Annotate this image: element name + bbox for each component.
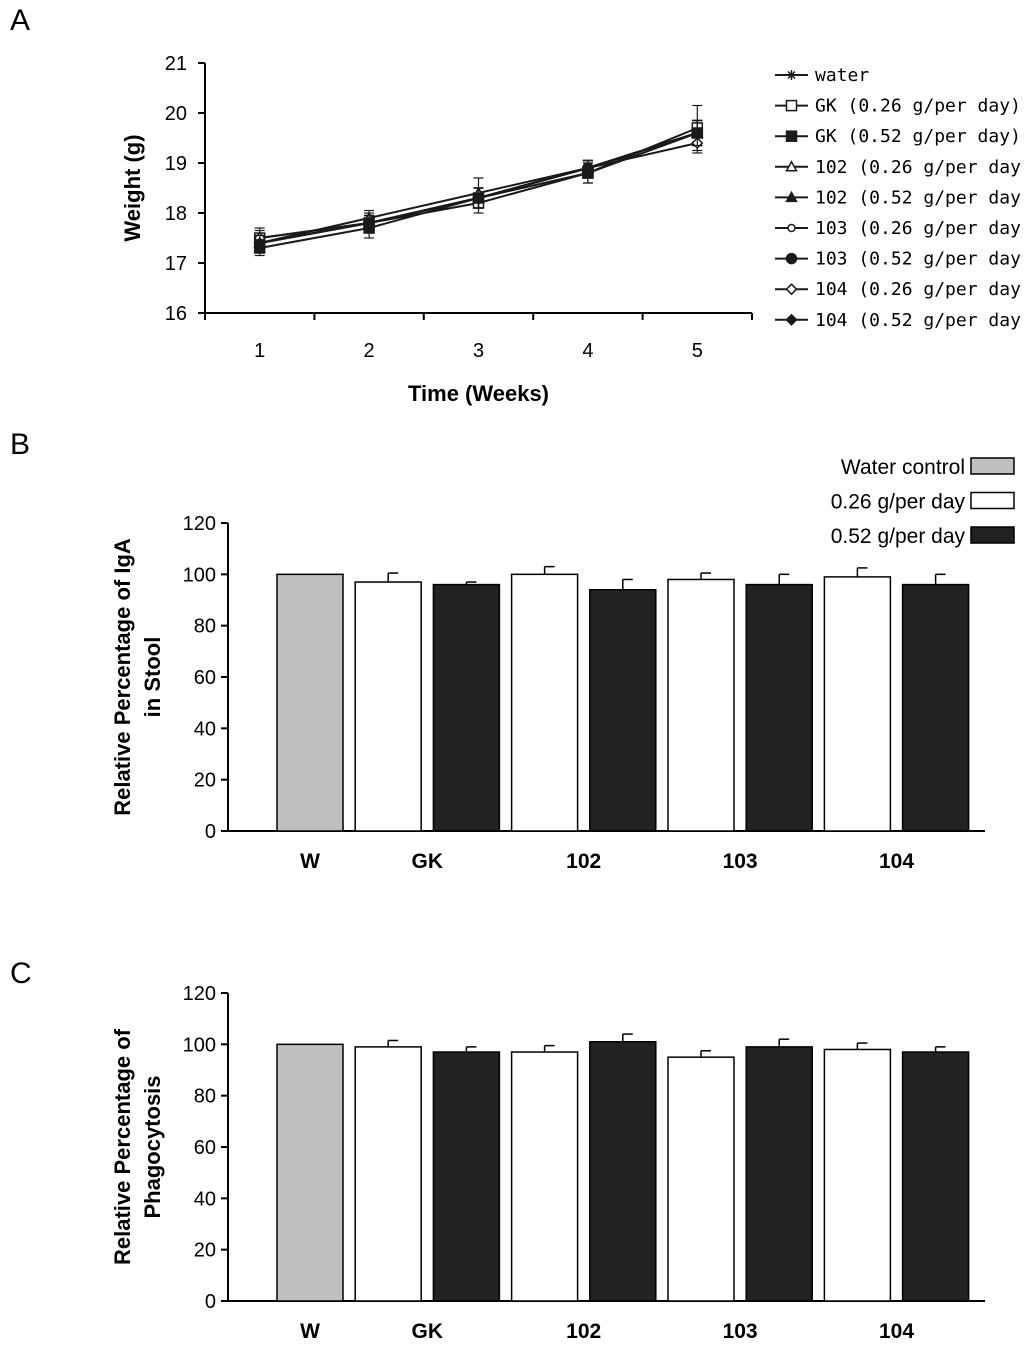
y-tick-label: 16	[165, 303, 187, 325]
legend-swatch-black	[970, 526, 1015, 544]
category-label: GK	[412, 1320, 444, 1343]
marker-diamond	[691, 126, 704, 140]
legend-label: water	[815, 65, 869, 86]
y-tick-label: 20	[194, 770, 216, 792]
marker-circle	[787, 223, 796, 233]
marker-diamond	[581, 161, 594, 175]
category-label: 102	[566, 1320, 601, 1343]
x-tick-label: 4	[582, 340, 593, 362]
y-tick-label: 40	[194, 718, 216, 740]
bar-102-white	[510, 573, 579, 832]
marker-triangle	[785, 160, 798, 172]
y-tick-label: 18	[165, 203, 187, 225]
bar-102-black	[589, 588, 657, 832]
y-tick-label: 120	[183, 983, 216, 1005]
bar-104-white	[823, 576, 892, 832]
bar-gk-white	[354, 1046, 422, 1302]
y-tick-label: 0	[205, 821, 216, 843]
legend-label: Water control	[841, 456, 965, 479]
y-tick-label: 80	[194, 616, 216, 638]
y-tick-label: 80	[194, 1086, 216, 1108]
bar-102-black	[589, 1041, 657, 1302]
y-tick-label: 120	[183, 513, 216, 535]
x-tick-label: 5	[692, 340, 703, 362]
y-tick-label: 0	[205, 1291, 216, 1313]
series-1	[253, 104, 704, 249]
legend-label: 103 (0.52 g/per day)	[815, 249, 1024, 270]
panel-c: C 0 20 40 60 80 100 120 Relative Percentage of Ph…	[10, 957, 985, 1343]
legend-label: GK (0.26 g/per day)	[815, 96, 1021, 117]
bar-102-white	[510, 1051, 579, 1302]
bar-103-black	[745, 1046, 813, 1302]
marker-triangle	[785, 190, 798, 203]
x-tick-label: 3	[473, 340, 484, 362]
legend-label: 104 (0.52 g/per day)	[815, 310, 1024, 331]
legend-swatch-white	[970, 491, 1015, 510]
bar-104-white	[823, 1048, 892, 1302]
category-label: 102	[566, 850, 601, 873]
y-tick-label: 60	[194, 1137, 216, 1159]
y-axis-title-line: Relative Percentage of	[110, 1028, 135, 1265]
bar-103-white	[667, 578, 735, 832]
y-tick-label: 60	[194, 667, 216, 689]
legend-label: 102 (0.52 g/per day)	[815, 187, 1024, 208]
legend-label: 0.26 g/per day	[831, 491, 966, 514]
bar-104-black	[901, 583, 970, 832]
series-8	[253, 119, 704, 252]
category-label: 104	[879, 1320, 914, 1343]
category-label: 103	[723, 850, 758, 873]
bar-104-black	[901, 1051, 970, 1302]
legend-label: 102 (0.26 g/per day)	[815, 157, 1024, 178]
x-tick-label: 1	[254, 340, 265, 362]
marker-diamond	[785, 283, 798, 296]
bar-gk-black	[432, 583, 501, 832]
marker-square	[785, 99, 798, 112]
marker-circle	[785, 252, 798, 265]
y-axis-title-line: Phagocytosis	[140, 1075, 165, 1218]
bar-w-gray	[276, 573, 344, 832]
bar-w-gray	[276, 1043, 344, 1302]
bar-gk-black	[432, 1051, 501, 1302]
x-axis-title: Time (Weeks)	[408, 381, 549, 406]
legend-label: 103 (0.26 g/per day)	[815, 218, 1024, 239]
y-tick-label: 21	[165, 53, 187, 75]
panel-letter-b: B	[10, 428, 30, 461]
category-label: 103	[723, 1320, 758, 1343]
panel-letter-a: A	[10, 4, 30, 37]
y-axis-title-line: in Stool	[140, 637, 165, 718]
y-tick-label: 40	[194, 1188, 216, 1210]
bar-103-white	[667, 1056, 735, 1302]
legend-label: 0.52 g/per day	[831, 525, 966, 548]
panel-b: B 0 20 40 60 80 100 120 Relative Percentage of I…	[10, 428, 1015, 873]
y-axis-title: Weight (g)	[120, 134, 145, 241]
category-label: GK	[412, 850, 444, 873]
category-label: W	[300, 850, 320, 873]
marker-asterisk	[786, 70, 797, 80]
panel-letter-c: C	[10, 957, 32, 990]
y-tick-label: 100	[183, 1034, 216, 1056]
y-axis-title-line: Relative Percentage of IgA	[110, 538, 135, 816]
marker-diamond	[472, 191, 485, 205]
category-label: W	[300, 1320, 320, 1343]
legend-a: water GK (0.26 g/per day) GK (0.52 g/per d…	[775, 65, 1024, 331]
y-tick-label: 100	[183, 564, 216, 586]
bar-gk-white	[354, 581, 422, 832]
marker-diamond	[363, 216, 376, 230]
marker-diamond	[253, 236, 266, 250]
legend-b: Water control 0.26 g/per day 0.52 g/per da…	[831, 456, 1015, 548]
legend-swatch-gray	[970, 457, 1015, 475]
marker-diamond	[785, 313, 798, 326]
category-label: 104	[879, 850, 914, 873]
legend-label: 104 (0.26 g/per day)	[815, 279, 1024, 300]
bar-103-black	[745, 583, 813, 832]
y-tick-label: 19	[165, 153, 187, 175]
marker-square	[785, 130, 798, 142]
legend-label: GK (0.52 g/per day)	[815, 126, 1021, 147]
y-tick-label: 20	[165, 103, 187, 125]
y-tick-label: 17	[165, 253, 187, 275]
y-tick-label: 20	[194, 1240, 216, 1262]
x-tick-label: 2	[364, 340, 375, 362]
